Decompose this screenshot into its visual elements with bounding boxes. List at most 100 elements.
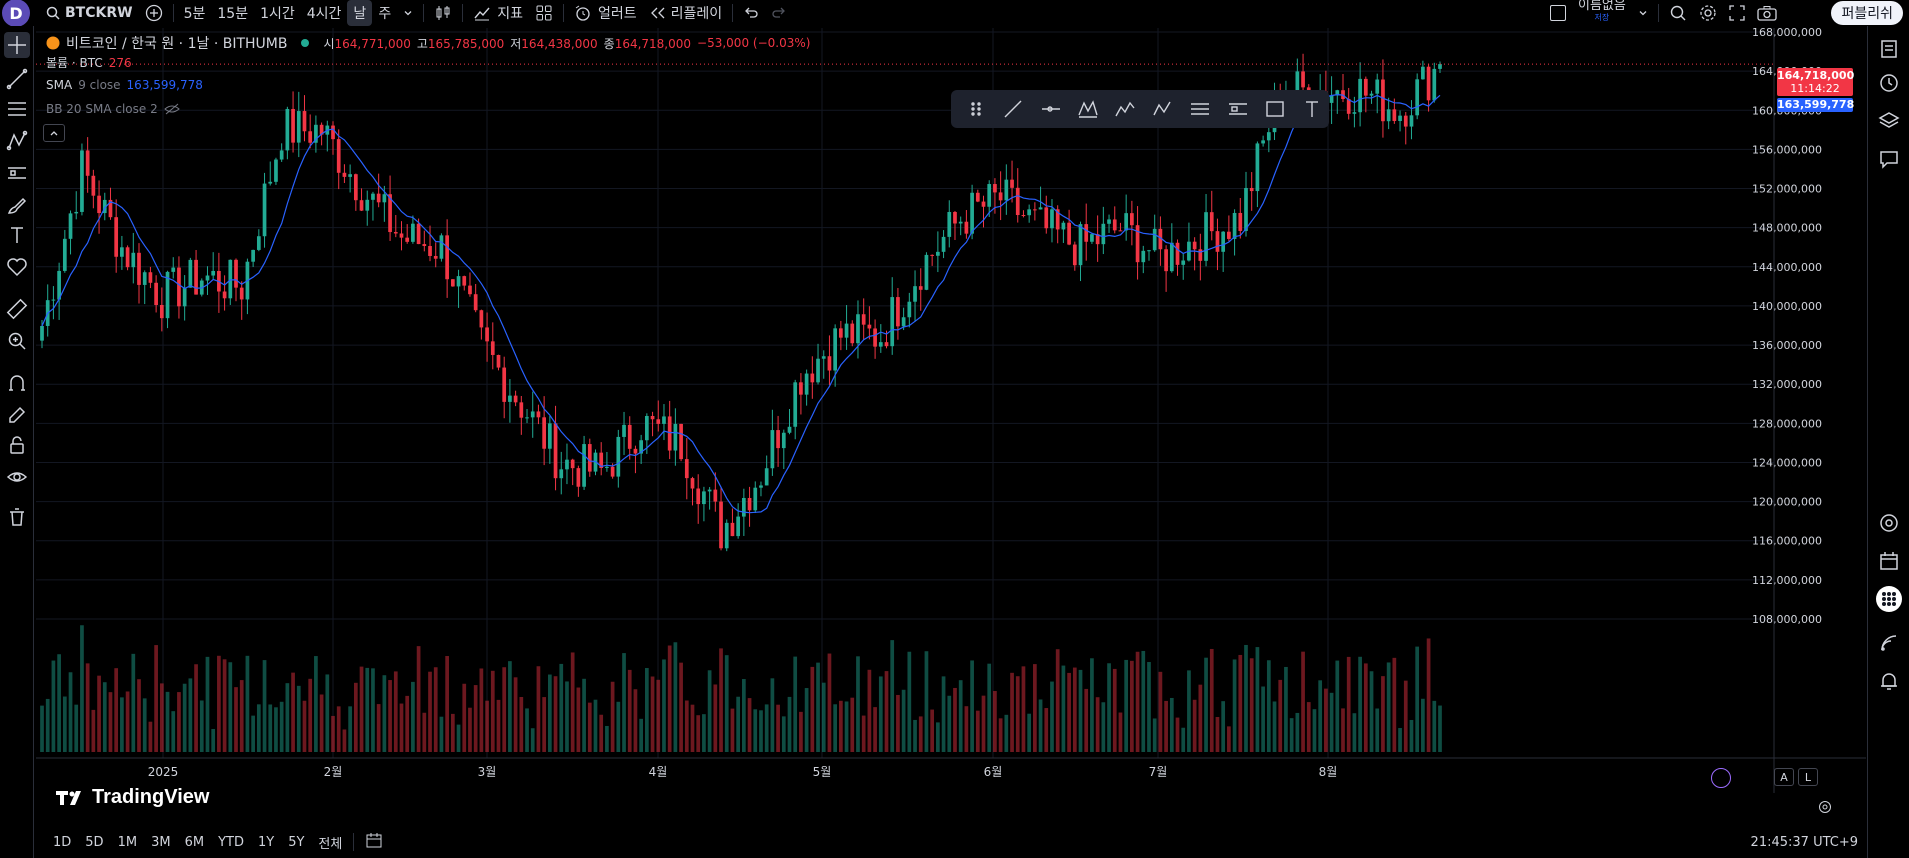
volume-bar	[599, 714, 604, 752]
stream-button[interactable]	[1876, 630, 1902, 656]
pitchfork-button[interactable]	[1071, 94, 1104, 124]
measure-tool[interactable]	[4, 296, 30, 322]
volume-bar	[536, 666, 541, 752]
layout-save-status: 저장	[1594, 13, 1610, 22]
zoom-tool[interactable]	[4, 328, 30, 354]
candle-body	[296, 111, 301, 143]
flash-icon[interactable]	[1711, 768, 1731, 788]
chat-button[interactable]	[1876, 146, 1902, 172]
volume-bar	[1118, 712, 1123, 752]
fullscreen-button[interactable]	[1723, 0, 1751, 26]
range-3m[interactable]: 3M	[151, 834, 171, 850]
interval-5m[interactable]: 5분	[183, 6, 206, 22]
horizontal-ray-button[interactable]	[1034, 94, 1067, 124]
auto-scale-button[interactable]: A	[1774, 768, 1794, 786]
bb-legend[interactable]: BB 20 SMA close 2	[46, 102, 180, 116]
time-axis-settings[interactable]	[1818, 799, 1832, 818]
interval-1d[interactable]: 날	[347, 0, 373, 26]
time-axis-label: 4월	[649, 765, 668, 779]
forecast-tool[interactable]	[4, 160, 30, 186]
elliott-wave-button[interactable]	[1109, 94, 1142, 124]
fib-channel-button[interactable]	[1183, 94, 1216, 124]
interval-dropdown[interactable]	[397, 0, 419, 26]
volume-bar	[776, 704, 780, 752]
notifications-button[interactable]	[1876, 668, 1902, 694]
fib-tool[interactable]	[4, 96, 30, 122]
rectangle-button[interactable]	[1258, 94, 1291, 124]
user-avatar[interactable]: D	[2, 0, 30, 27]
replay-button[interactable]: 리플레이	[643, 0, 729, 26]
abcd-pattern-button[interactable]	[1146, 94, 1179, 124]
range-all[interactable]: 전체	[318, 836, 343, 852]
long-position-button[interactable]	[1221, 94, 1254, 124]
watchlist-button[interactable]	[1876, 36, 1902, 62]
layout-dropdown[interactable]	[1632, 0, 1654, 26]
collapse-legend-button[interactable]	[43, 124, 65, 142]
divider	[172, 4, 174, 22]
crosshair-tool[interactable]	[4, 32, 30, 58]
candle-body	[188, 259, 193, 288]
products-button[interactable]	[1876, 586, 1902, 612]
brush-tool[interactable]	[4, 192, 30, 218]
undo-button[interactable]	[737, 0, 765, 26]
chart-pane[interactable]: 168,000,000164,000,000160,000,000156,000…	[36, 28, 1866, 813]
price-axis-label: 140,000,000	[1752, 300, 1822, 313]
alert-button[interactable]: 얼러트	[568, 0, 643, 26]
range-5d[interactable]: 5D	[85, 834, 104, 850]
volume-bar	[142, 698, 147, 752]
lock-drawings[interactable]	[4, 432, 30, 458]
templates-button[interactable]	[529, 0, 559, 26]
chart-type-button[interactable]	[428, 0, 458, 26]
trend-line-tool[interactable]	[4, 66, 30, 92]
alerts-panel-button[interactable]	[1876, 70, 1902, 96]
drag-handle[interactable]	[959, 94, 992, 124]
remove-drawings[interactable]	[4, 504, 30, 530]
text-button[interactable]	[1296, 94, 1329, 124]
calendar-button[interactable]	[1876, 548, 1902, 574]
range-1m[interactable]: 1M	[117, 834, 138, 850]
redo-button[interactable]	[765, 0, 793, 26]
candle-body	[890, 297, 895, 347]
range-6m[interactable]: 6M	[184, 834, 205, 850]
volume-bar	[861, 715, 866, 752]
stay-in-drawing-mode[interactable]	[4, 402, 30, 428]
screenshot-button[interactable]	[1751, 0, 1783, 26]
magnet-tool[interactable]	[4, 370, 30, 396]
utc-clock[interactable]: 21:45:37 UTC+9	[1750, 835, 1858, 850]
publish-button[interactable]: 퍼블리쉬	[1831, 1, 1903, 25]
interval-1w[interactable]: 주	[378, 6, 392, 22]
indicators-button[interactable]: 지표	[467, 0, 529, 26]
layout-name-button[interactable]: 이름없음 저장	[1572, 0, 1632, 26]
interval-1h[interactable]: 1시간	[260, 6, 295, 22]
log-scale-button[interactable]: L	[1798, 768, 1818, 786]
interval-15m[interactable]: 15분	[217, 6, 249, 22]
volume-legend[interactable]: 볼륨 · BTC 276	[46, 54, 132, 71]
text-tool[interactable]	[4, 222, 30, 248]
candle-body	[1135, 225, 1140, 263]
go-to-date-button[interactable]	[358, 832, 390, 852]
object-tree-button[interactable]	[1876, 108, 1902, 134]
interval-4h[interactable]: 4시간	[306, 6, 342, 22]
range-1y[interactable]: 1Y	[257, 834, 275, 850]
quick-search-button[interactable]	[1663, 0, 1693, 26]
range-ytd[interactable]: YTD	[218, 834, 244, 850]
icon-tool[interactable]	[4, 254, 30, 280]
sma-legend[interactable]: SMA 9 close 163,599,778	[46, 78, 203, 92]
volume-bar	[445, 656, 449, 752]
trend-line-button[interactable]	[996, 94, 1029, 124]
volume-bar	[182, 683, 187, 752]
target-button[interactable]	[1876, 510, 1902, 536]
layout-checkbox[interactable]	[1544, 0, 1572, 26]
candle-body	[422, 244, 427, 247]
compare-button[interactable]	[139, 0, 169, 26]
volume-bar	[702, 714, 706, 752]
settings-button[interactable]	[1693, 0, 1723, 26]
range-5y[interactable]: 5Y	[288, 834, 305, 850]
hide-drawings[interactable]	[4, 464, 30, 490]
range-1d[interactable]: 1D	[53, 834, 72, 850]
eye-hidden-icon[interactable]	[163, 103, 180, 115]
symbol-search[interactable]: BTCKRW	[40, 0, 139, 26]
candlestick-chart[interactable]: 168,000,000164,000,000160,000,000156,000…	[36, 28, 1866, 793]
pattern-tool[interactable]	[4, 128, 30, 154]
volume-bar	[753, 709, 758, 752]
